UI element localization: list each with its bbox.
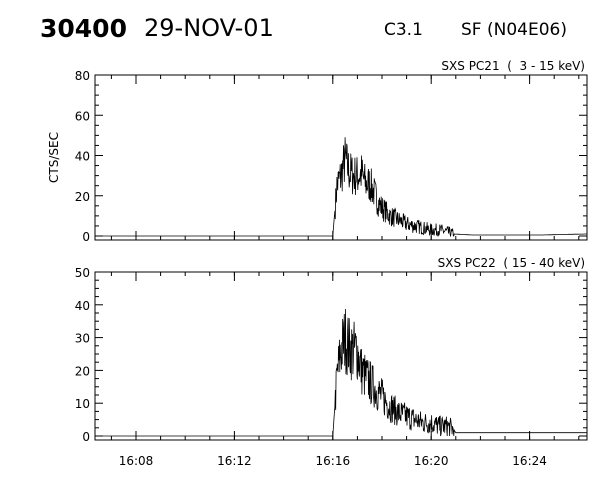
- y-tick-label: 20: [75, 190, 90, 204]
- panel-title: SXS PC22 ( 15 - 40 keV): [438, 256, 585, 270]
- x-tick-label: 16:24: [512, 454, 547, 468]
- plot-frame-2: [94, 271, 588, 441]
- x-tick-label: 16:08: [119, 454, 154, 468]
- y-axis-label: CTS/SEC: [47, 132, 61, 183]
- y-tick-label: 0: [82, 230, 90, 244]
- y-tick-label: 50: [75, 266, 90, 280]
- y-tick-label: 20: [75, 364, 90, 378]
- y-tick-label: 0: [82, 430, 90, 444]
- series-line-1: [332, 137, 587, 238]
- y-tick-label: 40: [75, 150, 90, 164]
- flare-location: SF (N04E06): [461, 20, 567, 40]
- y-tick-label: 30: [75, 332, 90, 346]
- x-tick-label: 16:20: [414, 454, 449, 468]
- plot-frame-1: [94, 74, 588, 241]
- x-tick-label: 16:16: [316, 454, 351, 468]
- series-line-2: [332, 308, 587, 437]
- x-tick-label: 16:12: [217, 454, 252, 468]
- y-tick-label: 10: [75, 397, 90, 411]
- panel-title: SXS PC21 ( 3 - 15 keV): [441, 59, 585, 73]
- y-tick-label: 80: [75, 69, 90, 83]
- event-date: 29-NOV-01: [144, 14, 274, 42]
- flare-class: C3.1: [384, 20, 423, 40]
- y-tick-label: 60: [75, 109, 90, 123]
- event-id: 30400: [40, 14, 127, 43]
- y-tick-label: 40: [75, 299, 90, 313]
